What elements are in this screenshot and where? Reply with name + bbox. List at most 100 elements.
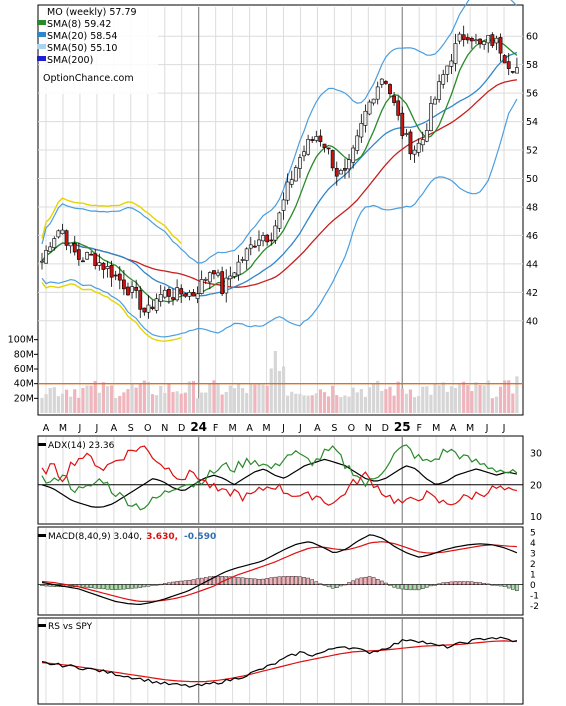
volume-bar (228, 385, 232, 413)
candle-body (252, 245, 257, 248)
volume-bar (384, 389, 388, 413)
legend-sma8: SMA(8) 59.42 (47, 19, 111, 30)
candle-body (469, 37, 474, 42)
volume-bar (105, 386, 110, 413)
candle-body (433, 98, 437, 105)
volume-bar (93, 380, 97, 413)
price-tick-label: 58 (526, 60, 538, 71)
candle-body (359, 123, 364, 138)
candle-body (232, 272, 237, 277)
volume-bar (257, 383, 261, 413)
macd-histogram-bar (232, 576, 237, 585)
macd-histogram-bar (228, 576, 233, 585)
macd-histogram-bar (355, 578, 360, 585)
macd-histogram-bar (97, 584, 102, 589)
macd-histogram-bar (310, 579, 315, 585)
candle-body (138, 290, 143, 310)
adx-tick-label: 20 (530, 480, 542, 491)
macd-histogram-bar (404, 584, 409, 590)
volume-tick-label: 80M (14, 349, 34, 360)
candle-body (248, 244, 253, 249)
volume-bar (249, 383, 253, 413)
bollinger-upper (41, 0, 518, 264)
volume-bar (224, 392, 228, 413)
volume-bar (220, 394, 224, 413)
volume-bar (245, 392, 249, 413)
macd-histogram-bar (339, 584, 343, 587)
month-label: F (213, 423, 218, 434)
candle-body (220, 271, 225, 295)
volume-bar (486, 380, 490, 413)
candle-body (351, 147, 356, 163)
macd-title-marker (38, 534, 46, 537)
volume-bar (478, 385, 482, 413)
macd-histogram-bar (441, 582, 446, 585)
candle-body (289, 179, 294, 185)
month-label: M (432, 423, 440, 434)
candle-body (142, 307, 147, 313)
volume-bar (339, 397, 343, 413)
volume-bar (109, 385, 114, 413)
macd-histogram-bar (122, 584, 126, 590)
candle-body (212, 270, 216, 275)
candle-body (187, 292, 192, 297)
candle-body (474, 39, 478, 42)
macd-histogram-bar (457, 581, 462, 585)
volume-bar (331, 385, 335, 413)
candle-body (150, 306, 155, 309)
volume-bar (269, 368, 273, 413)
candle-body (396, 100, 401, 116)
macd-histogram-bar (261, 578, 265, 585)
volume-bar (376, 380, 380, 413)
volume-bar (326, 396, 331, 413)
volume-bar (507, 380, 511, 413)
macd-histogram-bar (474, 581, 478, 585)
candle-body (355, 135, 360, 151)
volume-bar (200, 392, 204, 413)
macd-histogram-bar (298, 576, 302, 585)
candle-body (416, 142, 421, 153)
volume-bar (146, 381, 151, 413)
volume-bar (179, 393, 183, 413)
volume-bar (163, 392, 167, 413)
macd-histogram-bar (318, 583, 323, 585)
candle-body (109, 265, 114, 278)
price-tick-label: 60 (526, 32, 538, 43)
macd-histogram-bar (199, 577, 204, 585)
volume-tick-label: 60M (14, 364, 34, 375)
macd-title: MACD(8,40,9) 3.040, 3.630, -0.590 (48, 532, 216, 542)
volume-bar (429, 394, 433, 413)
macd-histogram-bar (400, 584, 405, 590)
volume-bar (69, 396, 73, 413)
volume-bar (126, 389, 130, 413)
price-tick-label: 42 (526, 288, 538, 299)
candle-body (420, 139, 425, 146)
legend-swatch-sma20 (37, 32, 46, 37)
legend-sma50: SMA(50) 55.10 (47, 43, 117, 54)
watermark: OptionChance.com (43, 73, 134, 84)
rs-lines (41, 636, 518, 688)
adx-line (41, 458, 518, 508)
volume-bar (314, 393, 318, 413)
candle-body (506, 61, 511, 69)
volume-bar (372, 382, 376, 413)
macd-histogram-bar (478, 582, 482, 585)
month-label: J (281, 423, 285, 434)
volume-bar (294, 393, 298, 413)
volume-bar (392, 395, 396, 413)
volume-bar (363, 396, 368, 413)
macd-histogram-bar (212, 576, 216, 585)
macd-histogram-bar (101, 584, 106, 590)
macd-histogram-bar (146, 584, 151, 587)
candle-body (334, 167, 339, 177)
macd-histogram-bar (433, 584, 437, 586)
volume-bar (441, 382, 445, 413)
candle-body (175, 287, 180, 301)
macd-histogram-bar (44, 584, 48, 587)
macd-histogram-bar (314, 581, 319, 585)
macd-histogram-bar (113, 584, 118, 591)
candle-body (72, 242, 77, 253)
candle-body (167, 289, 171, 297)
candle-body (60, 229, 65, 234)
